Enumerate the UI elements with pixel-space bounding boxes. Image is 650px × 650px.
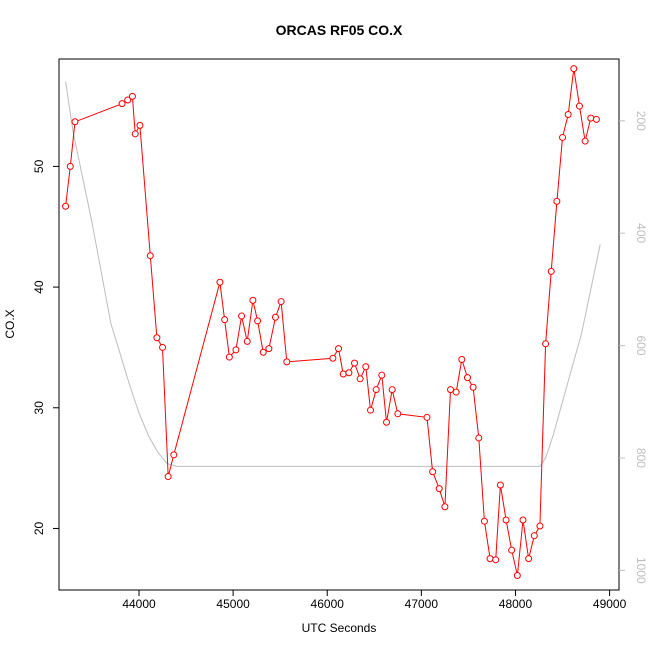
- series-line-1: [65, 81, 601, 467]
- data-point: [146, 252, 154, 260]
- data-point: [513, 572, 521, 580]
- data-point: [118, 100, 126, 108]
- series-line-0: [65, 68, 597, 576]
- data-point: [232, 346, 240, 354]
- data-point: [441, 503, 449, 511]
- x-tick-label: 44000: [122, 597, 156, 611]
- data-point: [277, 298, 285, 306]
- data-point: [447, 386, 455, 394]
- y-tick-label: 50: [32, 159, 46, 173]
- y2-axis: 200 400 600 800 1000: [619, 111, 648, 584]
- data-point: [153, 334, 161, 342]
- data-point: [164, 473, 172, 481]
- data-point: [475, 434, 483, 442]
- data-point: [243, 337, 251, 345]
- data-point: [502, 516, 510, 524]
- x-axis-label: UTC Seconds: [302, 621, 377, 635]
- data-point: [372, 386, 380, 394]
- data-point: [249, 296, 257, 304]
- data-point: [547, 267, 555, 275]
- y2-tick-label: 600: [634, 336, 648, 356]
- chart-title: ORCAS RF05 CO.X: [276, 22, 403, 38]
- data-point: [216, 278, 224, 286]
- data-point: [536, 522, 544, 530]
- y-axis-label: CO.X: [3, 309, 17, 338]
- data-point: [480, 517, 488, 525]
- data-point: [136, 121, 144, 129]
- y-tick-label: 30: [32, 401, 46, 415]
- data-point: [351, 359, 359, 367]
- data-point: [553, 197, 561, 205]
- data-point: [525, 555, 533, 563]
- data-point: [128, 92, 136, 100]
- data-point: [469, 383, 477, 391]
- series-layer: [62, 65, 601, 580]
- data-point: [66, 162, 74, 170]
- data-point: [238, 312, 246, 320]
- x-tick-label: 49000: [593, 597, 627, 611]
- data-point: [530, 532, 538, 540]
- data-point: [575, 102, 583, 110]
- x-tick-label: 45000: [216, 597, 250, 611]
- data-point: [508, 546, 516, 554]
- data-point: [435, 485, 443, 493]
- data-point: [362, 363, 370, 371]
- data-point: [254, 317, 262, 325]
- data-point: [265, 345, 273, 353]
- data-point: [283, 358, 291, 366]
- data-point: [329, 354, 337, 362]
- data-point: [131, 130, 139, 138]
- data-point: [581, 137, 589, 145]
- data-point: [429, 468, 437, 476]
- data-point: [542, 340, 550, 348]
- y2-tick-label: 200: [634, 111, 648, 131]
- data-point: [570, 65, 578, 73]
- data-point: [345, 369, 353, 377]
- data-point: [124, 96, 132, 104]
- data-point: [423, 413, 431, 421]
- data-point: [221, 316, 229, 324]
- data-point: [463, 374, 471, 382]
- data-point: [335, 345, 343, 353]
- y2-tick-label: 1000: [634, 557, 648, 584]
- plot-frame: [58, 58, 620, 591]
- x-tick-label: 46000: [311, 597, 345, 611]
- data-point: [394, 410, 402, 418]
- y-tick-label: 20: [32, 521, 46, 535]
- data-point: [519, 516, 527, 524]
- data-point: [170, 451, 178, 459]
- data-point: [259, 348, 267, 356]
- data-point: [452, 388, 460, 396]
- data-point: [383, 418, 391, 426]
- data-point: [492, 556, 500, 564]
- x-tick-label: 47000: [405, 597, 439, 611]
- data-point: [486, 555, 494, 563]
- data-point: [356, 375, 364, 383]
- data-point: [339, 370, 347, 378]
- data-point: [559, 133, 567, 141]
- x-axis: 44000 45000 46000 47000 48000 49000: [122, 590, 627, 611]
- y-tick-label: 40: [32, 280, 46, 294]
- data-point: [388, 386, 396, 394]
- y-axis: 20 30 40 50: [32, 159, 59, 535]
- data-point: [496, 481, 504, 489]
- data-point: [378, 371, 386, 379]
- data-point: [71, 118, 79, 126]
- data-point: [564, 111, 572, 119]
- data-point: [62, 202, 70, 210]
- y2-tick-label: 800: [634, 448, 648, 468]
- data-point: [271, 313, 279, 321]
- data-point: [367, 406, 375, 414]
- data-point: [458, 355, 466, 363]
- x-tick-label: 48000: [499, 597, 533, 611]
- y2-tick-label: 400: [634, 223, 648, 243]
- data-point: [587, 114, 595, 122]
- data-point: [225, 353, 233, 361]
- data-point: [592, 115, 600, 123]
- data-point: [159, 343, 167, 351]
